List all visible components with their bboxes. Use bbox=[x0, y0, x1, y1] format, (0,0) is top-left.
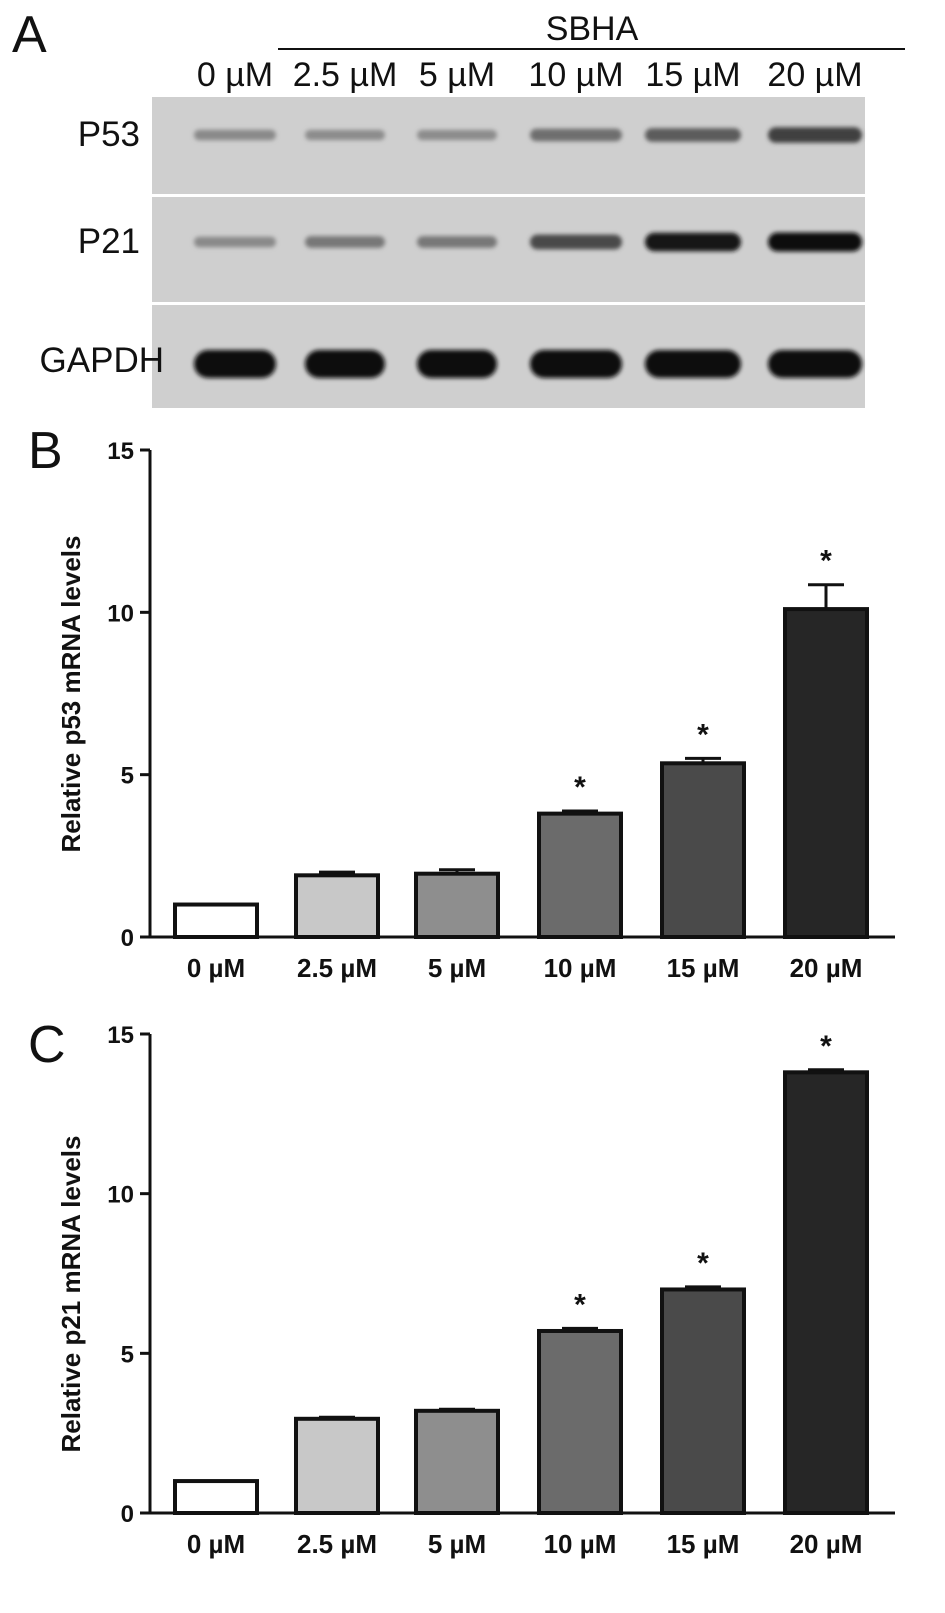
blot-band bbox=[645, 128, 741, 142]
y-tick-label: 15 bbox=[107, 1022, 134, 1049]
lane-label: 10 µM bbox=[528, 56, 623, 94]
blot-band bbox=[305, 236, 385, 248]
significance-star: * bbox=[697, 1247, 709, 1280]
blot-band bbox=[417, 350, 497, 378]
panel-letter-c: C bbox=[28, 1016, 66, 1074]
x-tick-label: 2.5 µM bbox=[297, 953, 377, 983]
bar bbox=[294, 873, 380, 940]
blot-band bbox=[645, 350, 741, 378]
x-tick-label: 15 µM bbox=[667, 953, 740, 983]
y-tick-label: 0 bbox=[121, 1501, 134, 1528]
blot-row-p21 bbox=[152, 197, 865, 302]
significance-star: * bbox=[820, 545, 832, 578]
x-tick-label: 0 µM bbox=[187, 953, 245, 983]
x-tick-label: 0 µM bbox=[187, 1529, 245, 1559]
blot-row-p53 bbox=[152, 97, 865, 194]
blot-band bbox=[305, 350, 385, 378]
blot-band bbox=[530, 350, 622, 378]
blot-rows bbox=[152, 97, 865, 408]
bar bbox=[294, 1416, 380, 1515]
lane-label: 2.5 µM bbox=[293, 56, 398, 94]
bar bbox=[537, 811, 623, 939]
y-tick-label: 10 bbox=[107, 600, 134, 627]
blot-band bbox=[194, 129, 276, 141]
x-tick-label: 15 µM bbox=[667, 1529, 740, 1559]
lane-label: 0 µM bbox=[197, 56, 273, 94]
significance-star: * bbox=[820, 1030, 832, 1063]
blot-band bbox=[194, 350, 276, 378]
blot-band bbox=[417, 236, 497, 248]
blot-band bbox=[645, 232, 741, 252]
blot-strip bbox=[152, 197, 865, 302]
chart-c-plot: 0 5 10 15 0 µM 2.5 µM 5 µM * 10 µM * 15 µM * 20 µM bbox=[107, 1022, 895, 1559]
blot-strip bbox=[152, 97, 865, 194]
x-tick-label: 20 µM bbox=[790, 953, 863, 983]
western-blot-panel: A SBHA 0 µM 2.5 µM 5 µM 10 µM 15 µM 20 µM P53… bbox=[12, 6, 905, 408]
y-axis-title-p21: Relative p21 mRNA levels bbox=[56, 1136, 86, 1453]
y-tick-label: 15 bbox=[107, 438, 134, 465]
bar bbox=[173, 902, 259, 939]
row-label-p21: P21 bbox=[78, 222, 140, 261]
p53-mrna-bar-chart: B Relative p53 mRNA levels 0 5 10 15 0 µM 2.5… bbox=[28, 422, 895, 983]
bar bbox=[414, 871, 500, 940]
significance-star: * bbox=[574, 771, 586, 804]
y-tick-label: 10 bbox=[107, 1182, 134, 1209]
lane-labels: 0 µM 2.5 µM 5 µM 10 µM 15 µM 20 µM bbox=[197, 56, 863, 94]
x-tick-label: 10 µM bbox=[544, 953, 617, 983]
y-tick-label: 0 bbox=[121, 925, 134, 952]
panel-letter-a: A bbox=[12, 6, 47, 64]
lane-label: 15 µM bbox=[645, 56, 740, 94]
blot-band bbox=[768, 232, 862, 252]
bar bbox=[660, 1287, 746, 1516]
blot-band bbox=[305, 129, 385, 141]
x-tick-label: 2.5 µM bbox=[297, 1529, 377, 1559]
blot-band bbox=[194, 236, 276, 248]
lane-label: 5 µM bbox=[419, 56, 495, 94]
x-tick-label: 5 µM bbox=[428, 953, 486, 983]
bar bbox=[783, 607, 869, 939]
bar bbox=[783, 1070, 869, 1515]
row-label-gapdh: GAPDH bbox=[40, 341, 164, 380]
panel-letter-b: B bbox=[28, 422, 63, 480]
chart-b-plot: 0 5 10 15 0 µM 2.5 µM 5 µM * 10 µM * 15 µM * 20 µM bbox=[107, 438, 895, 983]
blot-band bbox=[768, 350, 862, 378]
blot-band bbox=[530, 128, 622, 142]
blot-band bbox=[530, 234, 622, 250]
row-labels: P53 P21 GAPDH bbox=[40, 115, 164, 380]
lane-label: 20 µM bbox=[767, 56, 862, 94]
row-label-p53: P53 bbox=[78, 115, 140, 154]
significance-star: * bbox=[574, 1288, 586, 1321]
x-tick-label: 10 µM bbox=[544, 1529, 617, 1559]
sbha-group-label: SBHA bbox=[546, 10, 639, 48]
bar bbox=[537, 1328, 623, 1515]
x-tick-label: 20 µM bbox=[790, 1529, 863, 1559]
blot-band bbox=[768, 127, 862, 143]
blot-band bbox=[417, 129, 497, 141]
significance-star: * bbox=[697, 718, 709, 751]
bar bbox=[660, 761, 746, 940]
y-tick-label: 5 bbox=[121, 1341, 134, 1368]
blot-row-gapdh bbox=[152, 305, 865, 408]
bar bbox=[414, 1408, 500, 1516]
y-tick-label: 5 bbox=[121, 763, 134, 790]
x-tick-label: 5 µM bbox=[428, 1529, 486, 1559]
p21-mrna-bar-chart: C Relative p21 mRNA levels 0 5 10 15 0 µM 2.5… bbox=[28, 1016, 895, 1559]
bar bbox=[173, 1479, 259, 1515]
y-axis-title-p53: Relative p53 mRNA levels bbox=[56, 536, 86, 853]
